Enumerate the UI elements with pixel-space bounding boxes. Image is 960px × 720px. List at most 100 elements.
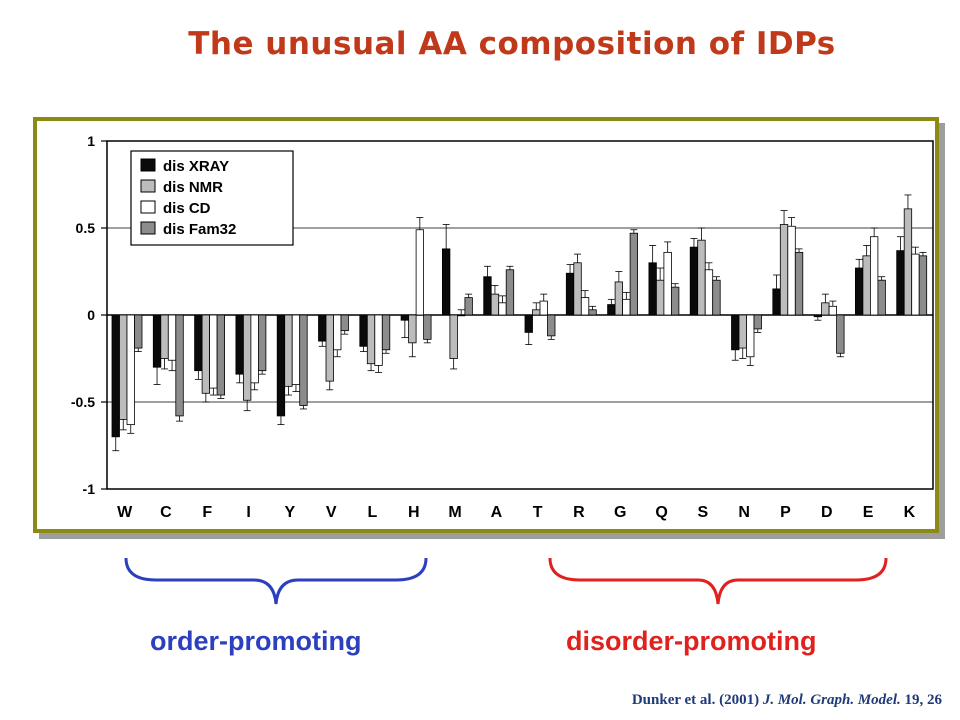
bar-N-2 <box>746 314 755 358</box>
bar-L-3 <box>381 314 391 351</box>
bar-E-3 <box>877 279 886 316</box>
bar-N-0 <box>731 314 740 351</box>
bar-D-3 <box>836 314 845 354</box>
legend-label-1: dis NMR <box>163 179 223 196</box>
x-tick-label-S: S <box>698 504 709 521</box>
bar-R-0 <box>565 272 575 316</box>
bar-T-3 <box>547 314 556 337</box>
disorder-promoting-label: disorder-promoting <box>566 626 817 656</box>
bar-V-2 <box>333 314 342 351</box>
bar-V-3 <box>340 314 349 332</box>
x-tick-label-N: N <box>738 504 750 521</box>
bar-M-1 <box>449 314 458 359</box>
bar-R-2 <box>580 297 590 316</box>
bar-E-0 <box>855 267 864 316</box>
bar-L-2 <box>374 314 383 366</box>
bar-F-1 <box>201 314 211 394</box>
legend-swatch-2 <box>140 200 156 214</box>
bar-I-0 <box>235 314 244 375</box>
bar-D-2 <box>828 305 837 316</box>
legend-swatch-1 <box>140 179 156 193</box>
legend-label-2: dis CD <box>163 200 211 217</box>
bar-Q-3 <box>671 286 680 316</box>
x-tick-label-F: F <box>202 504 212 521</box>
bar-C-3 <box>175 314 184 417</box>
bar-K-0 <box>896 250 905 316</box>
bar-Q-1 <box>656 279 665 316</box>
y-tick-label: 0.5 <box>76 220 96 236</box>
y-tick-label: -1 <box>83 481 96 497</box>
bar-G-3 <box>629 232 638 316</box>
bar-S-3 <box>712 279 721 316</box>
x-tick-label-K: K <box>904 504 916 521</box>
bar-R-3 <box>588 309 597 316</box>
x-tick-label-M: M <box>448 504 461 521</box>
bar-Y-0 <box>276 314 286 417</box>
bar-F-2 <box>209 314 218 389</box>
legend-label-0: dis XRAY <box>163 158 229 175</box>
citation-journal: J. Mol. Graph. Model. <box>762 692 901 708</box>
bar-I-2 <box>250 314 259 384</box>
bar-H-3 <box>423 314 432 340</box>
bar-P-1 <box>779 224 789 316</box>
bar-T-1 <box>532 309 541 316</box>
legend <box>130 150 294 246</box>
bar-Y-3 <box>299 314 308 406</box>
x-tick-label-H: H <box>408 504 420 521</box>
bar-A-1 <box>490 293 500 316</box>
bar-H-2 <box>415 229 425 316</box>
bar-G-0 <box>607 304 616 316</box>
bar-P-3 <box>794 251 804 316</box>
bar-W-1 <box>119 314 128 420</box>
bar-Y-2 <box>291 314 301 385</box>
bar-D-1 <box>821 302 830 316</box>
bar-F-3 <box>216 314 226 396</box>
bar-W-0 <box>111 314 120 438</box>
disorder-brace-icon <box>548 557 888 605</box>
bar-H-1 <box>408 314 417 344</box>
bar-A-0 <box>483 276 492 316</box>
bar-V-0 <box>318 314 327 342</box>
bar-T-2 <box>539 300 548 316</box>
x-tick-label-L: L <box>368 504 378 521</box>
x-tick-label-W: W <box>117 504 133 521</box>
bar-N-1 <box>738 314 747 349</box>
bar-G-2 <box>622 298 631 316</box>
x-tick-label-Y: Y <box>285 504 296 521</box>
bar-P-0 <box>772 288 781 316</box>
legend-label-3: dis Fam32 <box>163 221 236 238</box>
bar-S-2 <box>704 269 714 316</box>
bar-A-2 <box>498 302 507 316</box>
order-promoting-label: order-promoting <box>150 626 362 656</box>
bar-K-2 <box>911 253 920 316</box>
bar-C-1 <box>160 314 169 359</box>
bar-T-0 <box>524 314 533 333</box>
x-tick-label-A: A <box>491 504 503 521</box>
bar-G-1 <box>614 281 623 316</box>
x-tick-label-G: G <box>614 504 626 521</box>
bar-W-2 <box>126 314 135 426</box>
slide-title: The unusual AA composition of IDPs <box>188 26 836 62</box>
bar-W-3 <box>134 314 143 349</box>
bar-L-0 <box>359 314 368 347</box>
x-tick-label-I: I <box>246 504 250 521</box>
x-tick-label-P: P <box>780 504 791 521</box>
bar-K-1 <box>903 208 913 316</box>
bar-E-2 <box>870 236 879 316</box>
bar-Q-2 <box>663 251 672 316</box>
bar-N-3 <box>753 314 762 330</box>
citation: Dunker et al. (2001) J. Mol. Graph. Mode… <box>632 692 942 709</box>
bar-E-1 <box>862 255 871 316</box>
bar-C-2 <box>167 314 177 361</box>
bar-L-1 <box>366 314 376 365</box>
x-tick-label-R: R <box>573 504 585 521</box>
bar-M-0 <box>441 248 451 316</box>
x-tick-label-C: C <box>160 504 172 521</box>
bar-D-0 <box>813 314 822 318</box>
x-tick-label-V: V <box>326 504 337 521</box>
bar-M-3 <box>464 297 473 316</box>
y-tick-label: 0 <box>87 307 95 323</box>
bar-I-1 <box>242 314 252 401</box>
